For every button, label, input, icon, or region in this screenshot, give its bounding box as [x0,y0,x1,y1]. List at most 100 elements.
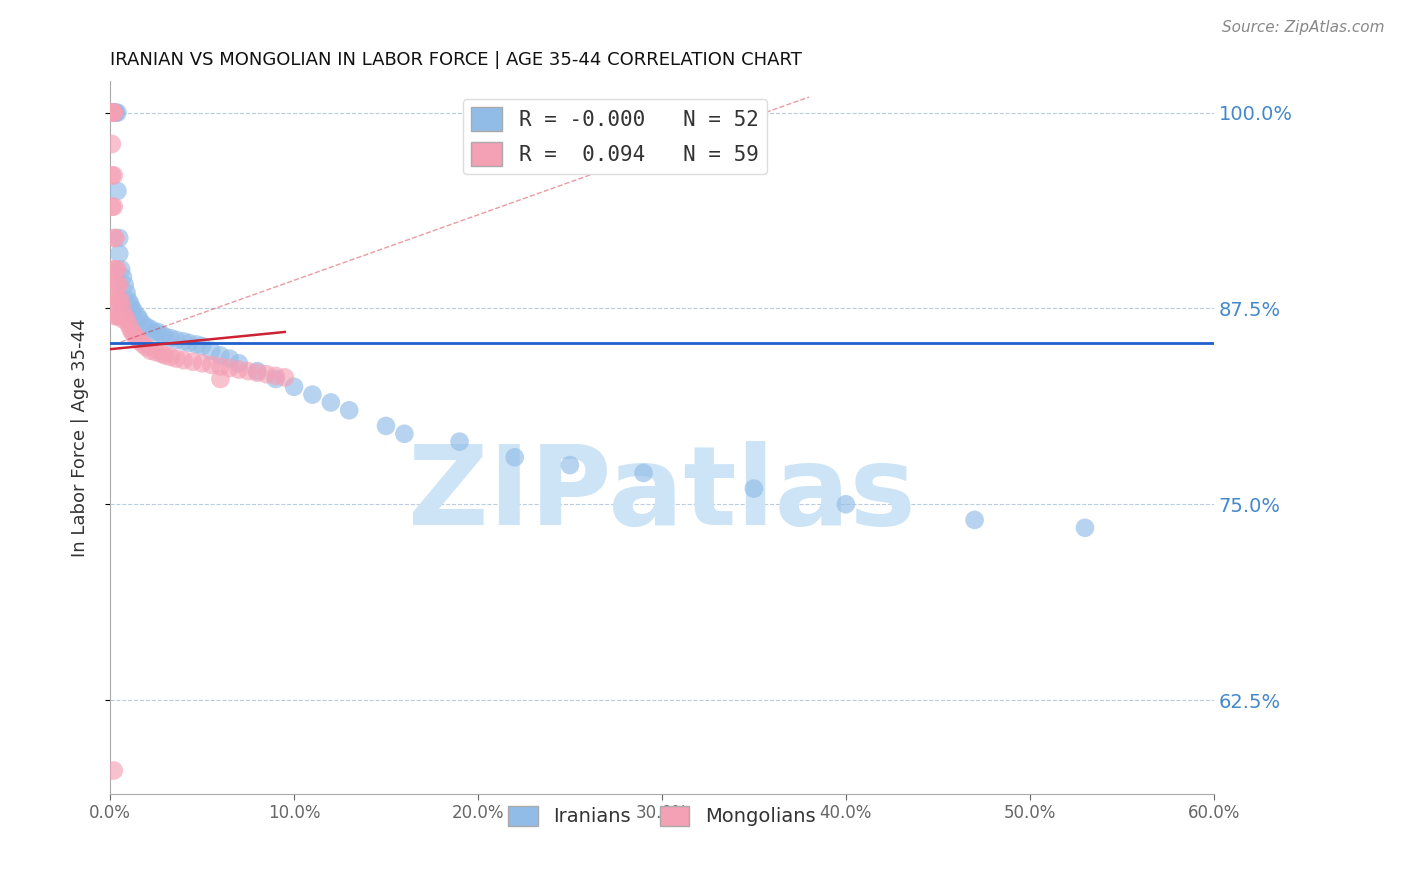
Point [132,337,155,351]
Point [191,356,214,370]
Point [103,105,125,120]
Point [103,105,125,120]
Point [835,497,858,511]
Point [111,301,134,316]
Point [274,370,297,384]
Y-axis label: In Labor Force | Age 35-44: In Labor Force | Age 35-44 [72,318,89,557]
Point [173,334,195,349]
Point [1074,521,1097,535]
Point [246,364,269,378]
Point [200,358,222,372]
Point [101,105,124,120]
Point [236,364,259,378]
Point [963,513,986,527]
Point [394,426,416,441]
Point [283,380,305,394]
Point [150,347,173,361]
Point [110,310,132,324]
Text: ZIPatlas: ZIPatlas [408,442,915,549]
Point [122,304,145,318]
Point [337,403,360,417]
Point [115,312,138,326]
Point [558,458,581,472]
Point [107,105,129,120]
Point [114,277,136,292]
Point [218,361,240,376]
Point [104,231,127,245]
Point [375,419,398,434]
Point [209,359,232,374]
Point [110,262,132,277]
Point [264,368,287,383]
Point [115,285,138,300]
Point [108,231,131,245]
Point [110,293,132,308]
Legend: Iranians, Mongolians: Iranians, Mongolians [501,798,823,834]
Point [121,301,143,316]
Point [108,293,131,308]
Point [120,297,142,311]
Point [135,341,157,355]
Point [117,293,139,308]
Point [191,339,214,353]
Point [159,331,181,345]
Point [103,105,125,120]
Point [107,184,129,198]
Point [264,372,287,386]
Point [146,325,169,339]
Point [104,293,127,308]
Point [103,169,125,183]
Point [139,343,162,358]
Point [145,345,167,359]
Point [101,105,124,120]
Point [209,348,232,362]
Point [111,270,134,285]
Point [742,482,765,496]
Point [127,331,149,345]
Point [179,335,201,350]
Point [155,329,177,343]
Point [120,322,142,336]
Point [111,312,134,326]
Point [218,351,240,366]
Point [228,362,250,376]
Point [101,105,124,120]
Point [103,200,125,214]
Text: IRANIAN VS MONGOLIAN IN LABOR FORCE | AGE 35-44 CORRELATION CHART: IRANIAN VS MONGOLIAN IN LABOR FORCE | AG… [110,51,801,69]
Text: Source: ZipAtlas.com: Source: ZipAtlas.com [1222,20,1385,35]
Point [104,262,127,277]
Point [103,764,125,778]
Point [107,262,129,277]
Point [101,105,124,120]
Point [107,293,129,308]
Point [449,434,471,449]
Point [107,310,129,324]
Point [254,368,277,382]
Point [101,136,124,151]
Point [165,333,187,347]
Point [135,320,157,334]
Point [173,353,195,368]
Point [228,356,250,370]
Point [200,343,222,358]
Point [159,350,181,364]
Point [101,169,124,183]
Point [107,277,129,292]
Point [103,105,125,120]
Point [122,328,145,343]
Point [117,317,139,331]
Point [165,351,187,366]
Point [108,277,131,292]
Point [139,322,162,336]
Point [114,310,136,324]
Point [104,310,127,324]
Point [128,334,150,349]
Point [209,372,232,386]
Point [143,325,166,339]
Point [181,355,204,369]
Point [155,348,177,362]
Point [104,105,127,120]
Point [319,395,342,409]
Point [132,317,155,331]
Point [103,231,125,245]
